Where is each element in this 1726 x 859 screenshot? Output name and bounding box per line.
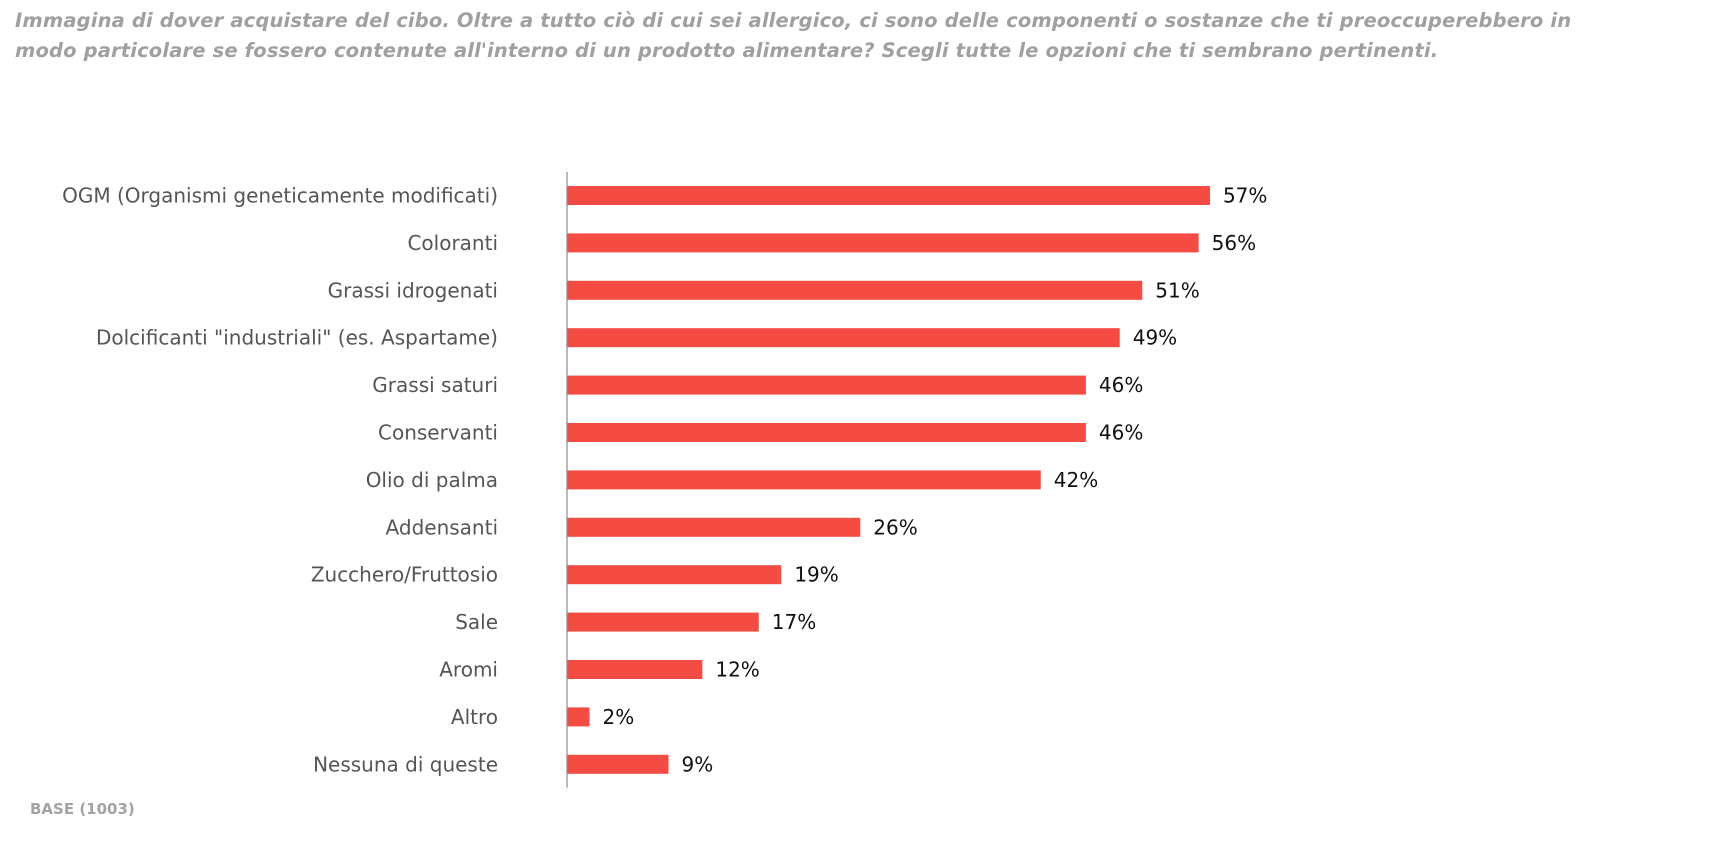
bar-7 xyxy=(567,517,861,537)
value-label: 26% xyxy=(873,515,917,539)
category-label: Grassi idrogenati xyxy=(328,278,498,302)
category-label: Coloranti xyxy=(407,231,498,255)
category-label: OGM (Organismi geneticamente modificati) xyxy=(62,184,498,208)
value-label: 17% xyxy=(772,610,816,634)
category-label: Dolcificanti "industriali" (es. Aspartam… xyxy=(96,326,498,350)
value-label: 49% xyxy=(1133,326,1177,350)
question-line-2: modo particolare se fossero contenute al… xyxy=(15,39,1439,62)
category-label: Aromi xyxy=(439,658,498,682)
category-label: Nessuna di queste xyxy=(313,752,498,776)
category-label: Sale xyxy=(455,610,498,634)
bars-layer xyxy=(567,186,1210,774)
bar-3 xyxy=(567,328,1120,348)
category-label: Conservanti xyxy=(378,421,498,445)
bar-5 xyxy=(567,423,1086,442)
value-label: 46% xyxy=(1099,421,1143,445)
question-title: Immagina di dover acquistare del cibo. O… xyxy=(15,6,1715,66)
value-label: 2% xyxy=(603,705,635,729)
value-label: 19% xyxy=(794,563,838,587)
bar-1 xyxy=(567,233,1199,253)
bar-12 xyxy=(567,754,669,774)
value-label: 56% xyxy=(1212,231,1256,255)
value-label: 46% xyxy=(1099,373,1143,397)
bar-2 xyxy=(567,280,1143,300)
bar-6 xyxy=(567,470,1041,490)
value-label: 12% xyxy=(715,658,759,682)
category-label: Altro xyxy=(451,705,498,729)
bar-9 xyxy=(567,612,759,632)
base-note: BASE (1003) xyxy=(30,800,135,818)
value-label: 51% xyxy=(1155,278,1199,302)
category-label: Zucchero/Fruttosio xyxy=(311,563,498,587)
value-labels: 57%56%51%49%46%46%42%26%19%17%12%2%9% xyxy=(603,184,1268,777)
bar-11 xyxy=(567,707,590,727)
category-label: Addensanti xyxy=(386,515,498,539)
bar-4 xyxy=(567,375,1086,395)
value-label: 57% xyxy=(1223,184,1267,208)
bar-0 xyxy=(567,186,1210,205)
question-line-1: Immagina di dover acquistare del cibo. O… xyxy=(15,9,1572,32)
category-label: Grassi saturi xyxy=(372,373,498,397)
bar-8 xyxy=(567,565,782,585)
bar-10 xyxy=(567,660,703,679)
value-label: 42% xyxy=(1054,468,1098,492)
category-label: Olio di palma xyxy=(366,468,498,492)
value-label: 9% xyxy=(682,752,714,776)
category-labels: OGM (Organismi geneticamente modificati)… xyxy=(62,184,498,777)
